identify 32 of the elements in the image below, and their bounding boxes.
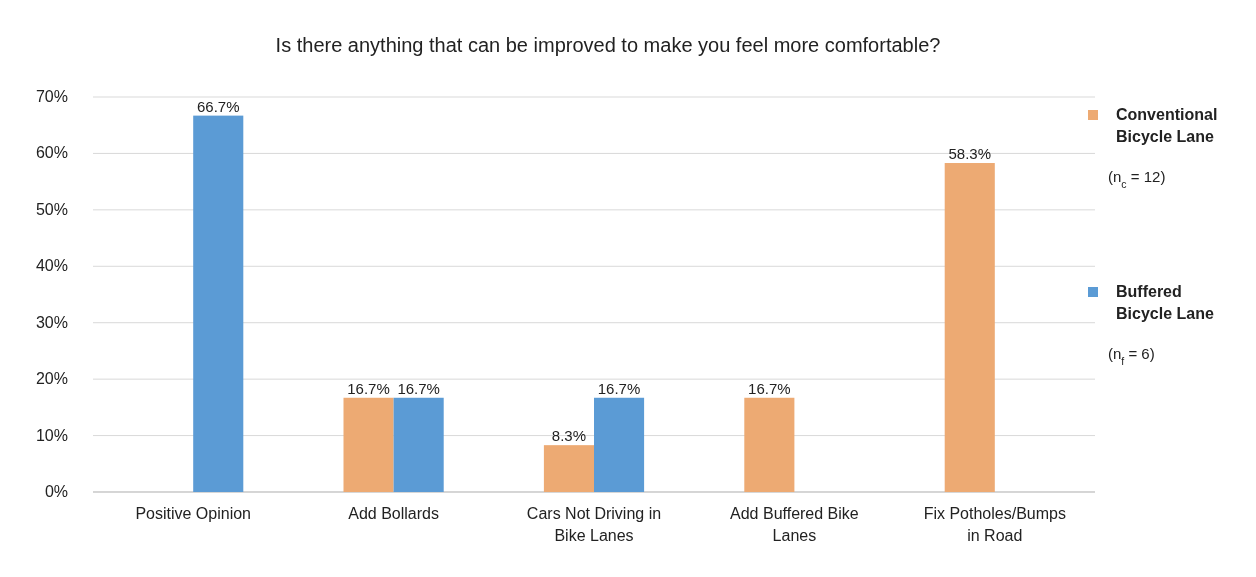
data-label: 66.7% [196,97,240,115]
y-tick-label: 50% [35,200,68,218]
bar [343,397,394,492]
data-label: 58.3% [948,145,992,163]
y-tick-label: 10% [35,426,68,444]
y-tick-label: 30% [35,313,68,331]
y-tick-label: 70% [35,88,68,105]
bar [543,445,594,492]
data-label: 16.7% [748,379,791,397]
bar [193,115,244,492]
y-tick-label: 40% [35,257,68,275]
chart-title: Is there anything that can be improved to make you feel more comfortable? [275,34,941,56]
legend-label: Buffered Bicycle Lane [1116,283,1214,322]
data-label: 16.7% [347,379,390,397]
x-tick-label: Fix Potholes/Bumps in Road [923,505,1066,544]
x-tick-label: Cars Not Driving in Bike Lanes [526,505,662,544]
data-label: 16.7% [597,379,641,397]
text: (n$_{f}$ = 6) [1108,345,1155,367]
x-tick-label: Add Buffered Bike Lanes [730,505,859,544]
legend-label: Conventional Bicycle Lane [1116,106,1218,145]
text: (n$_{c}$ = 12) [1108,168,1166,190]
data-label: 16.7% [397,379,440,397]
x-tick-label: Positive Opinion [135,505,252,522]
data-label: 8.3% [551,427,587,445]
bar [594,397,645,492]
bar [744,397,795,492]
bar [393,397,444,492]
bar [944,163,995,492]
x-tick-label: Add Bollards [348,505,439,522]
y-tick-label: 60% [35,144,68,162]
y-tick-label: 20% [35,370,68,388]
y-tick-label: 0% [44,483,68,500]
